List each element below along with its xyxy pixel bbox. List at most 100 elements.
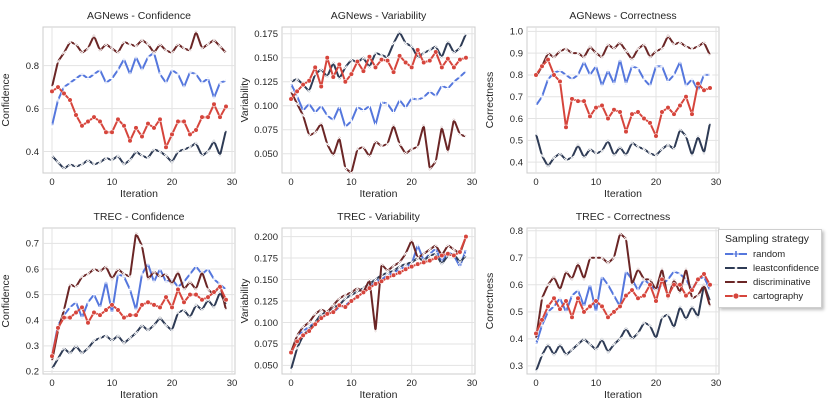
marker-circle-8	[97, 118, 103, 125]
marker-x-b-3	[551, 155, 557, 160]
marker-x-b-19	[163, 323, 169, 328]
marker-x-b-27	[211, 37, 217, 43]
series-line-random	[290, 70, 467, 128]
x-tick-label: 20	[651, 378, 662, 389]
marker-x-b-9	[343, 292, 348, 298]
marker-x-b-11	[115, 266, 121, 272]
marker-circle-9	[103, 129, 109, 135]
marker-x-b-20	[653, 153, 659, 158]
marker-x-b-11	[115, 153, 121, 158]
marker-x-b-29	[707, 53, 713, 58]
marker-x-b-19	[163, 48, 169, 53]
marker-x-b-16	[629, 282, 635, 287]
marker-x-b-9	[343, 166, 348, 171]
marker-circle-14	[133, 312, 139, 318]
marker-x-b-27	[695, 133, 701, 139]
y-tick-label: 0.6	[26, 264, 39, 275]
marker-x-b-22	[421, 50, 426, 56]
marker-x-b-24	[193, 140, 199, 146]
marker-x-b-14	[617, 231, 623, 236]
marker-x-b-14	[133, 231, 139, 236]
marker-x-b-8	[97, 336, 103, 341]
marker-x-b-1	[55, 356, 61, 361]
marker-circle-19	[647, 120, 653, 126]
marker-x-b-9	[103, 333, 109, 338]
marker-x-b-26	[445, 39, 450, 44]
marker-x-b-28	[701, 40, 707, 45]
legend-swatch-leastconfidence	[725, 265, 747, 271]
marker-x-b-15	[139, 153, 145, 158]
marker-circle-28	[217, 284, 223, 290]
marker-x-b-1	[55, 160, 61, 165]
marker-x-b-29	[463, 31, 469, 36]
marker-x-b-28	[457, 46, 463, 51]
marker-circle-10	[348, 71, 354, 77]
marker-x-b-8	[581, 277, 587, 282]
marker-x-b-24	[193, 287, 199, 292]
chart-panel-0: 0.4 0.6 0.8 0 10 20 30 AGNews - Confidence Itera…	[0, 10, 237, 200]
marker-circle-10	[109, 302, 115, 308]
y-tick-label: 0.050	[254, 361, 278, 372]
marker-circle-26	[445, 56, 451, 62]
chart-title: TREC - Variability	[337, 211, 420, 223]
marker-x-b-1	[294, 101, 300, 106]
marker-circle-7	[91, 309, 97, 316]
marker-circle-9	[587, 303, 593, 310]
legend-label-discriminative: discriminative	[753, 276, 811, 288]
marker-x-b-27	[211, 305, 217, 310]
marker-circle-4	[557, 78, 563, 85]
marker-x-b-10	[593, 255, 599, 260]
marker-x-b-18	[397, 264, 402, 269]
marker-circle-16	[145, 121, 151, 127]
x-tick-label: 30	[467, 177, 478, 188]
x-tick-label: 30	[467, 378, 478, 389]
marker-x-b-5	[563, 352, 569, 358]
y-tick-label: 0.8	[26, 61, 39, 72]
marker-circle-4	[312, 321, 318, 327]
y-tick-label: 0.7	[510, 253, 523, 264]
marker-circle-15	[378, 278, 385, 284]
marker-circle-1	[539, 317, 545, 323]
marker-circle-24	[677, 282, 683, 288]
marker-circle-11	[354, 58, 360, 65]
marker-x-b-8	[97, 160, 103, 165]
series-markers-leastconfidence	[49, 127, 229, 171]
marker-circle-5	[563, 124, 569, 130]
series-markers-discriminative	[49, 231, 229, 364]
marker-circle-11	[354, 294, 360, 300]
marker-x-b-28	[217, 44, 223, 49]
marker-circle-4	[557, 306, 563, 312]
marker-x-b-10	[109, 338, 115, 343]
marker-x-b-7	[575, 261, 581, 266]
marker-x-b-10	[593, 51, 599, 56]
plot-area	[42, 26, 236, 174]
series-line-random	[535, 270, 711, 345]
chart-panel-2: 0.4 0.5 0.6 0.7 0.8 0.9 1.0 0 10 20 30 AGNews - Cor…	[484, 10, 721, 200]
series-markers-cartography	[533, 57, 713, 139]
marker-x-b-1	[294, 333, 300, 338]
y-tick-label: 1.0	[510, 27, 523, 38]
marker-x-b-9	[343, 65, 348, 70]
marker-x-b-13	[127, 336, 133, 341]
marker-x-b-27	[451, 247, 457, 252]
marker-circle-26	[205, 294, 211, 300]
marker-circle-20	[409, 264, 415, 270]
marker-x-b-9	[587, 44, 593, 49]
marker-circle-20	[653, 298, 659, 304]
x-tick-label: 30	[227, 177, 238, 188]
marker-circle-27	[211, 101, 217, 107]
y-tick-label: 0.4	[510, 157, 523, 168]
marker-x-b-26	[445, 243, 450, 248]
marker-x-b-26	[689, 46, 695, 51]
marker-circle-13	[366, 54, 373, 60]
marker-x-b-13	[127, 42, 133, 47]
y-tick-label: 0.4	[26, 316, 39, 327]
marker-x-b-25	[683, 44, 689, 49]
marker-x-b-6	[85, 157, 91, 163]
marker-circle-28	[701, 87, 707, 93]
marker-x-b-9	[103, 155, 109, 161]
legend: Sampling strategy random leastconfidence…	[718, 229, 822, 308]
marker-x-b-14	[133, 149, 139, 154]
y-tick-label: 0.3	[510, 361, 523, 372]
